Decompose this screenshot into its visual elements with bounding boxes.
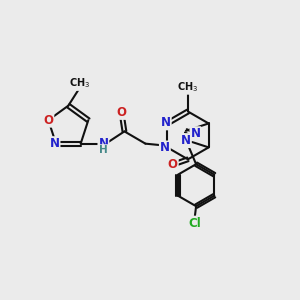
Text: N: N [160, 142, 170, 154]
Text: N: N [50, 137, 59, 150]
Text: O: O [116, 106, 127, 119]
Text: N: N [190, 127, 200, 140]
Text: N: N [161, 116, 171, 129]
Text: CH$_3$: CH$_3$ [69, 76, 91, 90]
Text: O: O [168, 158, 178, 171]
Text: Cl: Cl [188, 217, 201, 230]
Text: H: H [99, 145, 108, 155]
Text: O: O [44, 114, 53, 127]
Text: N: N [98, 137, 108, 150]
Text: N: N [181, 134, 191, 147]
Text: CH$_3$: CH$_3$ [177, 80, 199, 94]
